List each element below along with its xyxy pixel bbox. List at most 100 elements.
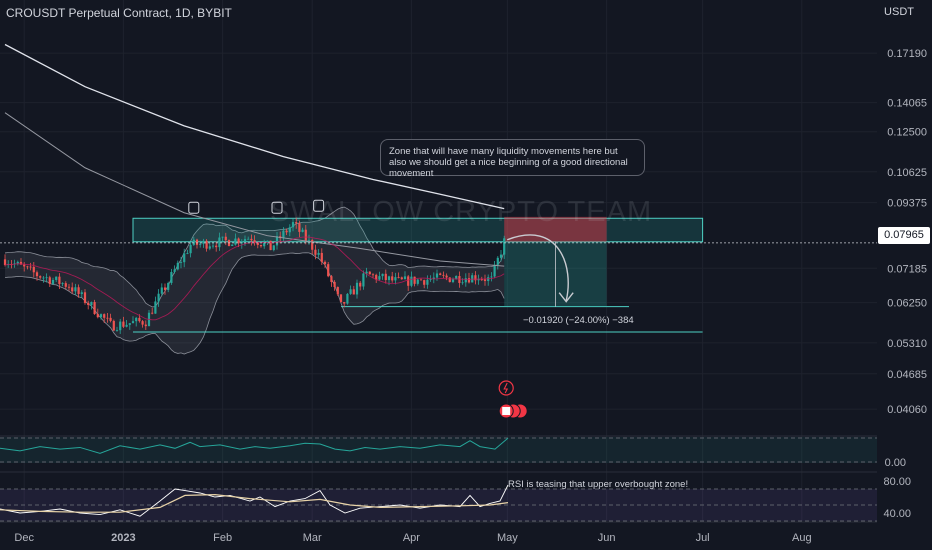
osc-line [0, 437, 509, 454]
price-tick-label: 0.14065 [887, 98, 927, 110]
candle-body [231, 244, 234, 246]
candle-body [288, 227, 291, 233]
price-tick-label: 0.09375 [887, 198, 927, 210]
candle-body [487, 277, 490, 282]
candle-body [218, 237, 221, 248]
candle-body [467, 278, 471, 283]
price-axis[interactable]: 0.17190 0.14065 0.12500 0.10625 0.09375 0.071… [877, 0, 932, 550]
candle-body [503, 238, 506, 255]
candle-body [16, 261, 19, 264]
candle-body [320, 252, 323, 262]
candle-body [99, 314, 103, 318]
candle-body [167, 283, 170, 290]
candle-body [186, 253, 189, 255]
rsi-note[interactable]: RSI is teasing that upper overbought zon… [508, 479, 689, 490]
candle-body [215, 245, 218, 248]
candle-body [359, 282, 362, 287]
candle-body [195, 239, 199, 245]
price-tick-label: 0.10625 [887, 167, 927, 179]
price-tick-label: 0.05310 [887, 338, 927, 350]
candle-body [208, 246, 211, 249]
thumbs-icon [313, 199, 325, 212]
short-position[interactable] [504, 216, 607, 307]
osc-tick-label: 0.00 [885, 457, 906, 469]
lightning-icon [503, 382, 509, 394]
candle-body [135, 317, 138, 322]
candle-body [387, 276, 391, 281]
candle-body [192, 239, 195, 245]
candle-body [48, 277, 51, 284]
candle-body [112, 320, 115, 331]
candle-body [221, 236, 224, 238]
oscillator-pane [0, 437, 877, 463]
candle-body [51, 279, 55, 284]
price-tick-label: 0.07185 [887, 263, 927, 275]
price-tick-label: 0.06250 [887, 298, 927, 310]
ma-100 [4, 112, 505, 267]
candle-body [368, 271, 371, 275]
candle-body [3, 259, 7, 265]
candle-body [67, 286, 71, 288]
candle-body [336, 287, 339, 295]
candle-body [128, 323, 131, 325]
candle-body [61, 283, 64, 284]
candle-body [250, 238, 253, 241]
candle-body [205, 240, 208, 249]
candle-body [365, 271, 368, 274]
candle-body [285, 230, 288, 233]
support-lines[interactable] [133, 306, 703, 333]
candle-body [461, 282, 464, 284]
candle-body [179, 262, 183, 263]
candle-body [282, 230, 285, 239]
candle-body [115, 330, 119, 332]
candle-body [499, 254, 503, 258]
watermark: SWALLOW CRYPTO TEAM [270, 196, 653, 228]
candle-body [435, 273, 439, 278]
candle-body [19, 261, 23, 265]
candle-body [202, 240, 205, 244]
currency-label[interactable]: USDT [884, 6, 914, 18]
candle-body [327, 264, 330, 277]
candle-body [173, 269, 176, 272]
supply-zone[interactable] [132, 217, 704, 243]
candle-body [234, 238, 237, 245]
candle-body [42, 277, 45, 279]
candle-body [371, 274, 375, 276]
candle-body [243, 239, 247, 242]
candle-body [407, 276, 410, 286]
candle-body [429, 278, 432, 280]
candle-body [295, 222, 298, 224]
candle-body [71, 287, 74, 292]
zone-note[interactable]: Zone that will have many liquidity movem… [380, 139, 645, 179]
candle-body [199, 243, 202, 245]
moving-averages [0, 43, 877, 321]
candle-body [391, 276, 394, 281]
candle-body [314, 249, 317, 255]
candle-body [378, 276, 381, 280]
price-tick-label: 0.04685 [887, 369, 927, 381]
zone-rect [132, 217, 704, 243]
candle-body [343, 302, 346, 304]
candle-body [439, 273, 442, 275]
candle-body [323, 261, 327, 265]
candle-body [419, 279, 423, 281]
candle-body [317, 252, 320, 255]
candle-body [451, 279, 455, 283]
candle-body [39, 276, 42, 278]
candle-body [272, 245, 275, 251]
time-tick-label: Jun [598, 532, 616, 544]
candle-body [346, 293, 349, 304]
candle-body [269, 240, 272, 251]
candle-body [311, 239, 314, 250]
candle-body [477, 279, 480, 281]
candle-body [55, 276, 58, 280]
candle-body [103, 314, 106, 318]
candle-body [109, 317, 112, 321]
candle-body [362, 273, 365, 287]
candle-body [211, 245, 215, 247]
measure-label: −0.01920 (−24.00%) −384 [523, 315, 634, 326]
candle-body [455, 275, 458, 280]
candle-body [160, 287, 163, 294]
time-axis[interactable]: Dec 2023 Feb Mar Apr May Jun Jul Aug [14, 532, 811, 544]
